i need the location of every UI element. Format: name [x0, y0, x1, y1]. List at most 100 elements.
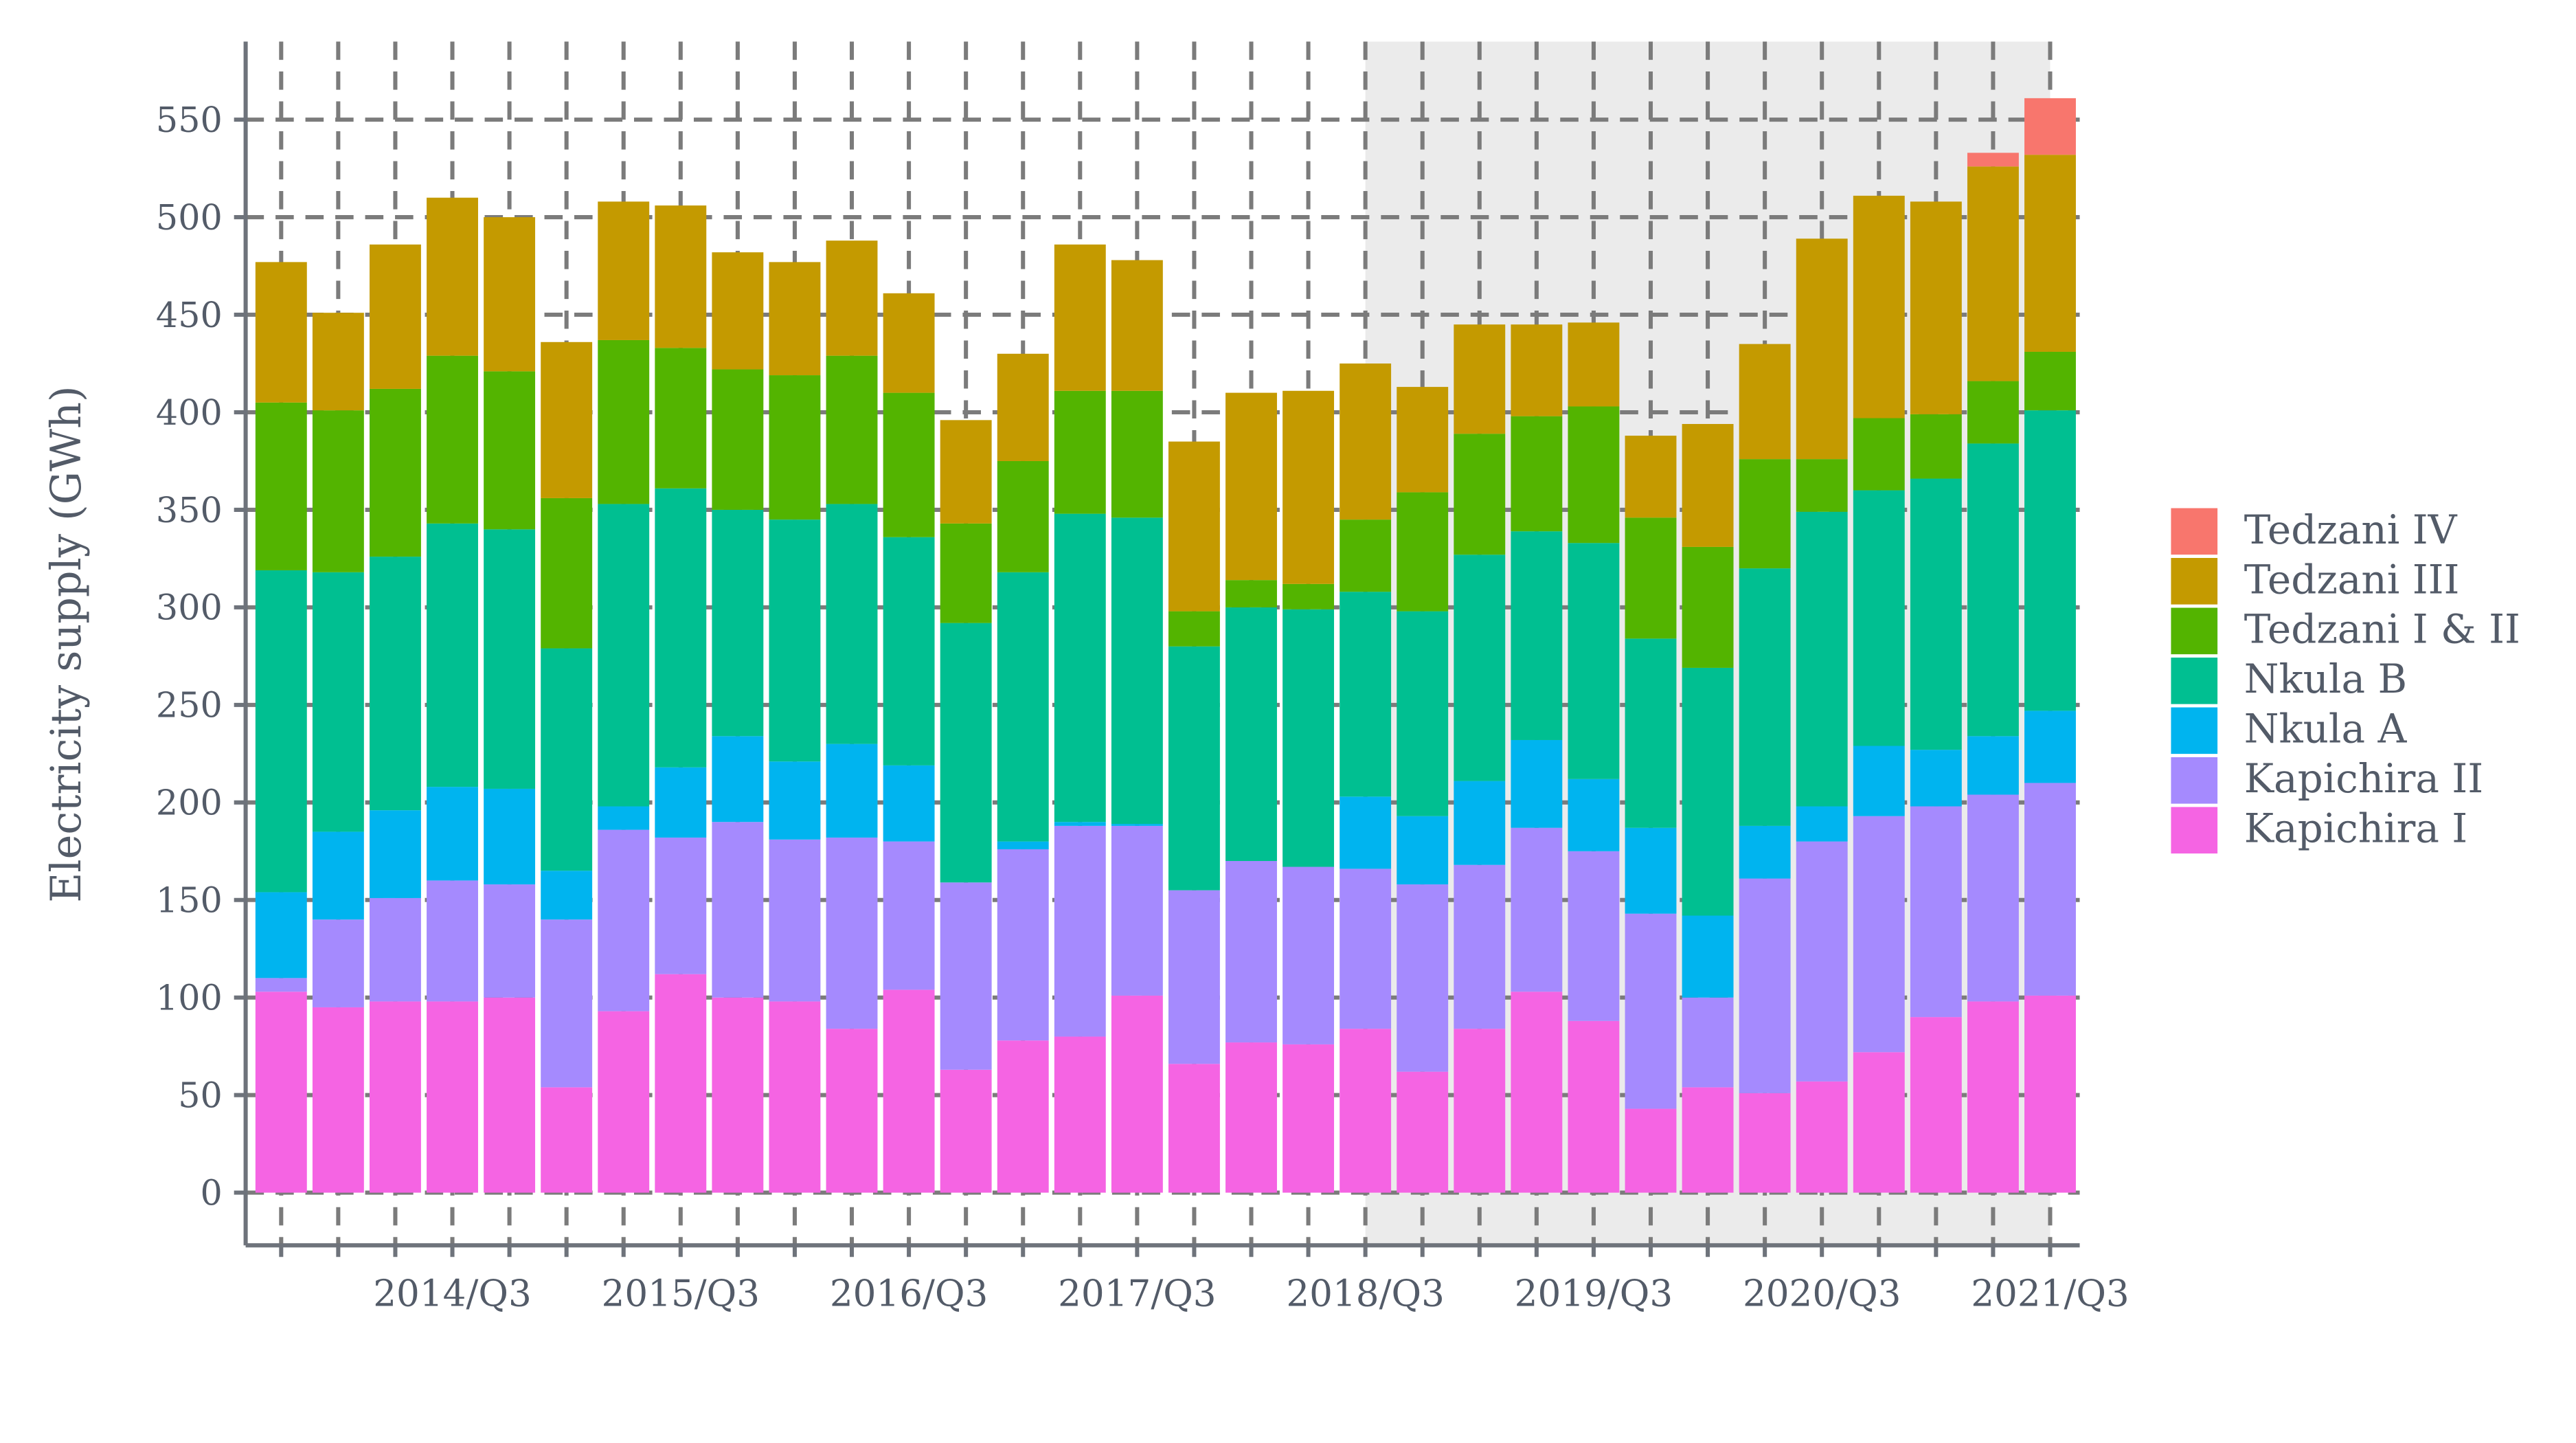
bar-segment — [2024, 98, 2076, 155]
bar-segment — [1967, 153, 2019, 167]
legend-swatch — [2171, 757, 2218, 804]
bar-segment — [369, 557, 421, 811]
bar-segment — [712, 252, 764, 370]
bar-segment — [598, 1011, 650, 1193]
bar-segment — [1910, 1017, 1962, 1193]
bar-segment — [655, 767, 707, 838]
bar-segment — [1682, 1087, 1734, 1193]
bar-segment — [712, 997, 764, 1193]
bar-segment — [484, 371, 536, 530]
bar-segment — [1625, 517, 1677, 639]
bar-segment — [369, 244, 421, 389]
legend-swatch — [2171, 707, 2218, 754]
bar-segment — [312, 831, 364, 920]
bar-segment — [312, 572, 364, 832]
bar-segment — [655, 974, 707, 1193]
bar-segment — [2024, 351, 2076, 411]
bar-segment — [1682, 546, 1734, 668]
y-axis-title: Electricity supply (GWh) — [43, 385, 91, 902]
bar-segment — [769, 1001, 821, 1193]
bar-segment — [1853, 1052, 1905, 1193]
bar-segment — [484, 884, 536, 998]
bar-segment — [369, 897, 421, 1002]
legend-swatch — [2171, 508, 2218, 555]
bar-segment — [826, 504, 878, 744]
bar-segment — [312, 410, 364, 572]
bar-segment — [2024, 410, 2076, 711]
y-tick-label: 0 — [200, 1172, 222, 1213]
bar-segment — [940, 523, 992, 623]
y-tick-label: 100 — [156, 978, 223, 1018]
bar-segment — [1283, 866, 1335, 1044]
legend-label: Nkula A — [2244, 706, 2408, 752]
bar-segment — [940, 420, 992, 524]
legend-label: Tedzani I & II — [2244, 606, 2520, 653]
legend-label: Tedzani III — [2244, 556, 2460, 603]
bar-segment — [1225, 580, 1277, 607]
bar-segment — [484, 997, 536, 1193]
legend-label: Kapichira I — [2244, 805, 2467, 852]
legend-label: Kapichira II — [2244, 755, 2483, 802]
bar-segment — [541, 1087, 593, 1193]
bar-segment — [1340, 796, 1392, 869]
bar-segment — [1625, 913, 1677, 1109]
bar-segment — [883, 989, 935, 1193]
bar-segment — [826, 240, 878, 356]
bar-segment — [1454, 781, 1506, 865]
bar-segment — [1853, 490, 1905, 746]
bar-segment — [1910, 414, 1962, 479]
bar-segment — [997, 841, 1049, 849]
bar-segment — [1397, 611, 1449, 816]
bar-segment — [427, 197, 478, 356]
bar-segment — [1511, 827, 1563, 992]
bar-segment — [1283, 583, 1335, 609]
bar-segment — [883, 841, 935, 990]
bar-segment — [997, 353, 1049, 461]
x-tick-label: 2019/Q3 — [1515, 1273, 1673, 1315]
bar-segment — [1225, 392, 1277, 581]
bar-segment — [1967, 736, 2019, 795]
bar-segment — [1625, 827, 1677, 914]
bar-segment — [2024, 995, 2076, 1193]
bar-segment — [1454, 864, 1506, 1029]
bar-segment — [1397, 492, 1449, 612]
bar-segment — [1967, 1001, 2019, 1193]
bar-segment — [940, 882, 992, 1070]
bar-segment — [826, 1029, 878, 1193]
bar-segment — [484, 217, 536, 372]
bar-segment — [369, 1001, 421, 1193]
bar-segment — [1283, 609, 1335, 867]
bar-segment — [1796, 841, 1848, 1082]
bar-segment — [427, 355, 478, 524]
bar-segment — [1054, 244, 1106, 391]
bar-segment — [1568, 779, 1620, 851]
bar-segment — [997, 572, 1049, 842]
bar-segment — [1054, 390, 1106, 514]
bar-segment — [1910, 750, 1962, 807]
bar-segment — [312, 919, 364, 1007]
bar-segment — [1511, 739, 1563, 828]
bar-segment — [1625, 436, 1677, 518]
bar-segment — [1853, 746, 1905, 816]
bar-segment — [1054, 822, 1106, 826]
y-tick-label: 500 — [156, 197, 223, 238]
bar-segment — [255, 570, 307, 893]
bar-segment — [997, 1040, 1049, 1193]
bar-segment — [1910, 478, 1962, 750]
bar-segment — [1340, 519, 1392, 592]
bar-segment — [598, 829, 650, 1011]
y-tick-label: 400 — [156, 392, 223, 433]
x-tick-label: 2014/Q3 — [373, 1273, 532, 1315]
y-tick-label: 350 — [156, 490, 223, 530]
bar-segment — [1054, 513, 1106, 823]
bar-segment — [1796, 806, 1848, 842]
bar-segment — [1511, 416, 1563, 532]
bar-segment — [1397, 884, 1449, 1072]
bar-segment — [1568, 1020, 1620, 1193]
legend-label: Nkula B — [2244, 656, 2407, 702]
y-tick-label: 250 — [156, 685, 223, 726]
bar-segment — [427, 1001, 478, 1193]
legend-swatch — [2171, 558, 2218, 605]
bar-segment — [1454, 1029, 1506, 1193]
